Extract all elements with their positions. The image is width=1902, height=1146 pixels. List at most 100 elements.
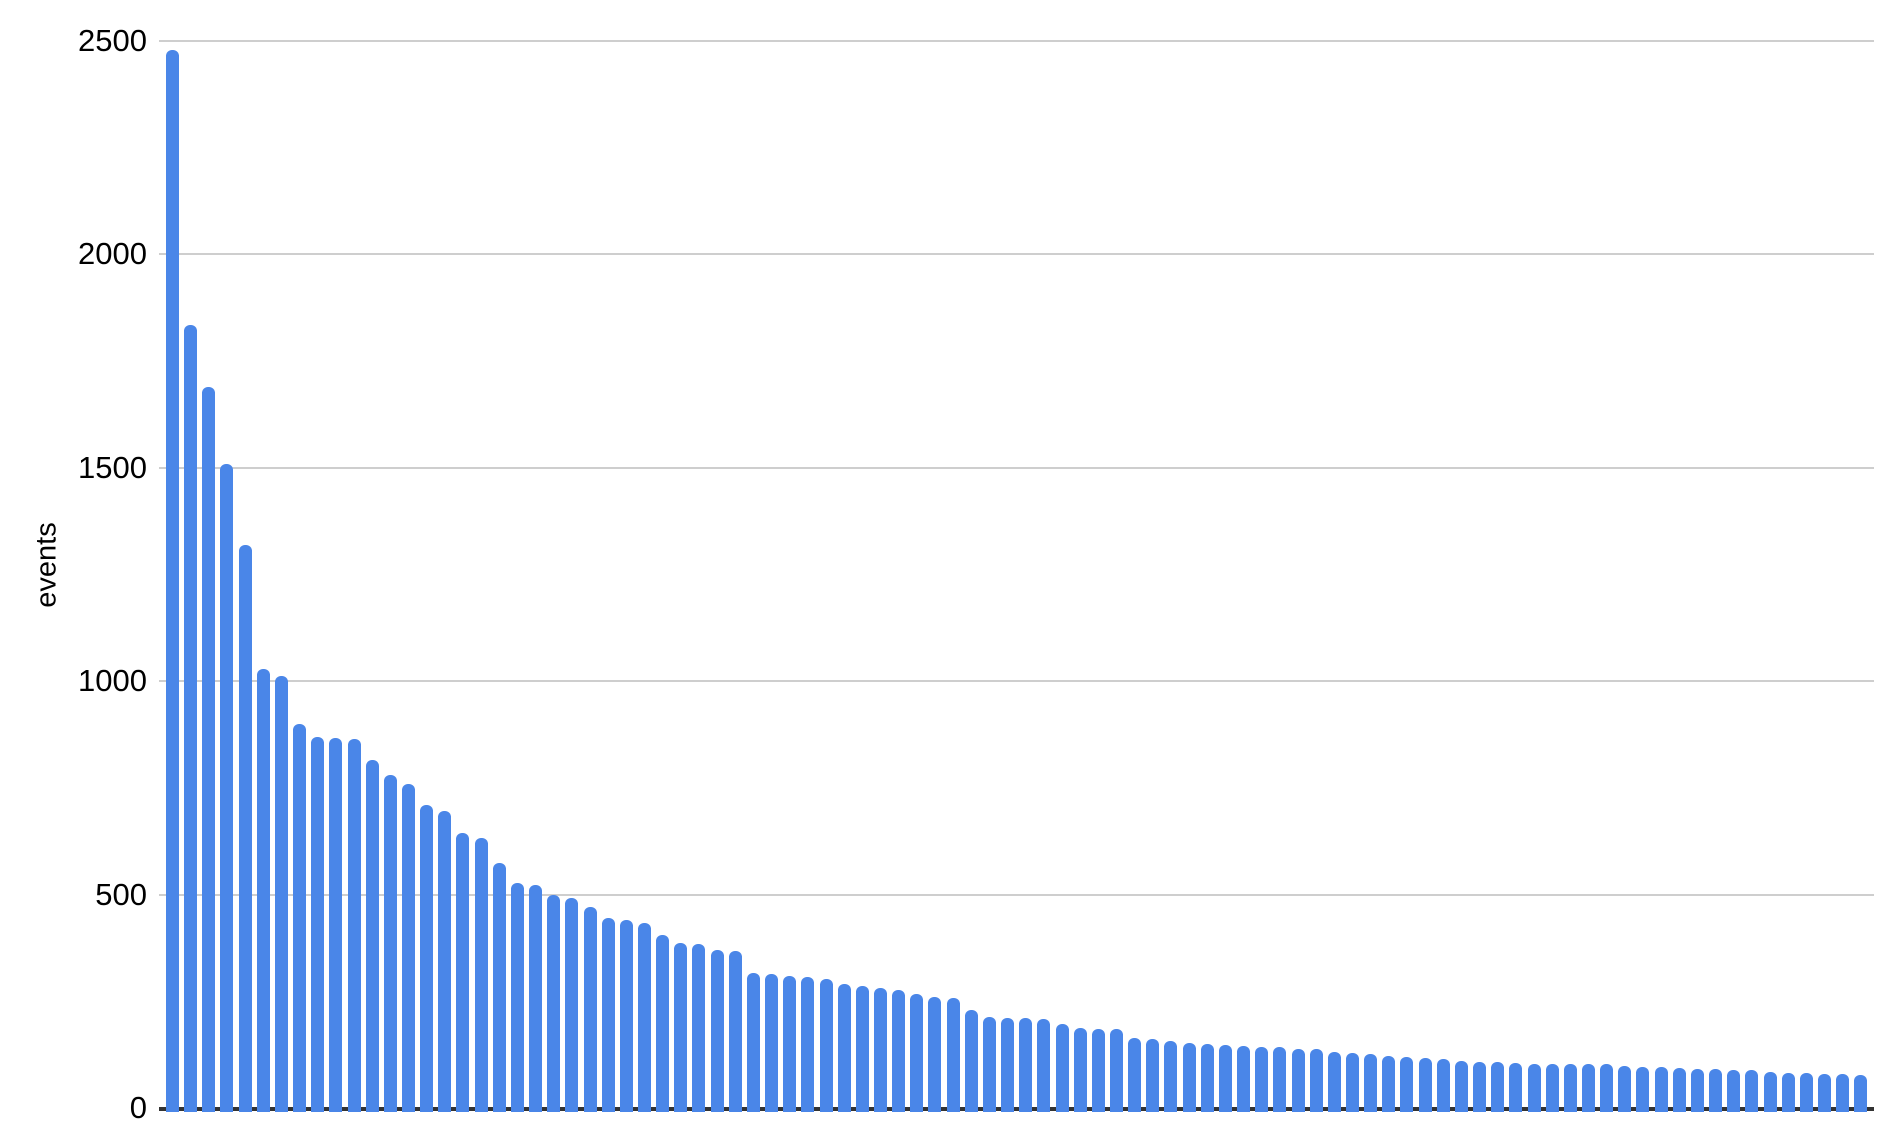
bar <box>783 976 796 1112</box>
y-axis-title: events <box>30 522 63 608</box>
bar <box>892 990 905 1112</box>
bar <box>820 979 833 1112</box>
bar <box>275 676 288 1112</box>
bar <box>565 898 578 1112</box>
bar <box>983 1017 996 1112</box>
bar <box>257 669 270 1112</box>
y-tick-label: 1000 <box>78 663 147 699</box>
bar <box>620 920 633 1112</box>
bar <box>1364 1054 1377 1112</box>
bar <box>384 775 397 1112</box>
bar <box>1800 1073 1813 1112</box>
bar <box>1745 1070 1758 1112</box>
bar <box>1727 1070 1740 1112</box>
bar <box>856 986 869 1112</box>
bar <box>348 739 361 1112</box>
bar <box>1564 1064 1577 1112</box>
bar <box>1001 1018 1014 1112</box>
bar <box>765 974 778 1112</box>
bar <box>1056 1024 1069 1112</box>
bar <box>838 984 851 1112</box>
bar <box>1818 1074 1831 1112</box>
bar <box>1618 1066 1631 1112</box>
bar <box>1528 1064 1541 1112</box>
bar <box>747 973 760 1112</box>
bar <box>1219 1045 1232 1112</box>
bar <box>1709 1069 1722 1112</box>
bar <box>202 387 215 1112</box>
bar <box>674 943 687 1112</box>
bar <box>1128 1038 1141 1112</box>
y-tick-label: 2500 <box>78 23 147 58</box>
bar <box>638 923 651 1112</box>
bar <box>729 951 742 1112</box>
bar <box>1201 1044 1214 1112</box>
bar <box>1455 1061 1468 1112</box>
bar <box>293 724 306 1112</box>
bar <box>420 805 433 1112</box>
bar <box>529 885 542 1112</box>
bar <box>692 944 705 1112</box>
bar <box>547 895 560 1112</box>
y-tick-label: 1500 <box>78 449 147 485</box>
bar <box>1636 1067 1649 1112</box>
bar <box>656 935 669 1112</box>
bar <box>1491 1062 1504 1112</box>
bar <box>1600 1064 1613 1112</box>
bar <box>602 918 615 1112</box>
bar <box>1382 1056 1395 1112</box>
bar <box>1419 1058 1432 1112</box>
bar <box>1237 1046 1250 1112</box>
gridline <box>159 253 1874 256</box>
gridline <box>159 893 1874 896</box>
bar <box>928 997 941 1112</box>
bar <box>220 464 233 1112</box>
bar <box>329 738 342 1112</box>
bar <box>1509 1063 1522 1112</box>
bar <box>1691 1069 1704 1112</box>
bar <box>1764 1072 1777 1112</box>
bar <box>1310 1049 1323 1112</box>
bar <box>311 737 324 1112</box>
bar <box>1074 1028 1087 1112</box>
bar <box>874 988 887 1112</box>
bar <box>1110 1029 1123 1112</box>
bar <box>1164 1041 1177 1112</box>
bar <box>239 545 252 1112</box>
bar <box>1400 1057 1413 1112</box>
bar <box>475 838 488 1112</box>
bar <box>1183 1043 1196 1112</box>
bar <box>402 784 415 1112</box>
bar <box>711 950 724 1112</box>
gridline <box>159 40 1874 42</box>
bar <box>965 1010 978 1112</box>
bar <box>493 863 506 1112</box>
bar <box>584 907 597 1112</box>
y-tick-label: 2000 <box>78 236 147 272</box>
bar <box>1854 1075 1867 1112</box>
bar <box>1473 1062 1486 1112</box>
bar <box>801 977 814 1112</box>
bar <box>1328 1052 1341 1112</box>
bar <box>366 760 379 1112</box>
bar <box>184 325 197 1112</box>
bar <box>456 833 469 1112</box>
bar <box>1582 1064 1595 1112</box>
bar <box>1146 1039 1159 1112</box>
bar <box>166 50 179 1112</box>
bar <box>1092 1029 1105 1112</box>
bar <box>1255 1047 1268 1112</box>
bar <box>947 998 960 1112</box>
gridline <box>159 466 1874 469</box>
bar <box>1346 1053 1359 1112</box>
y-tick-label: 0 <box>129 1090 147 1125</box>
bar <box>438 811 451 1112</box>
bar <box>1782 1073 1795 1112</box>
bar <box>1673 1068 1686 1112</box>
bar <box>1292 1049 1305 1112</box>
y-tick-label: 500 <box>95 876 147 912</box>
bar <box>511 883 524 1112</box>
gridline <box>159 680 1874 683</box>
bar <box>1037 1019 1050 1112</box>
